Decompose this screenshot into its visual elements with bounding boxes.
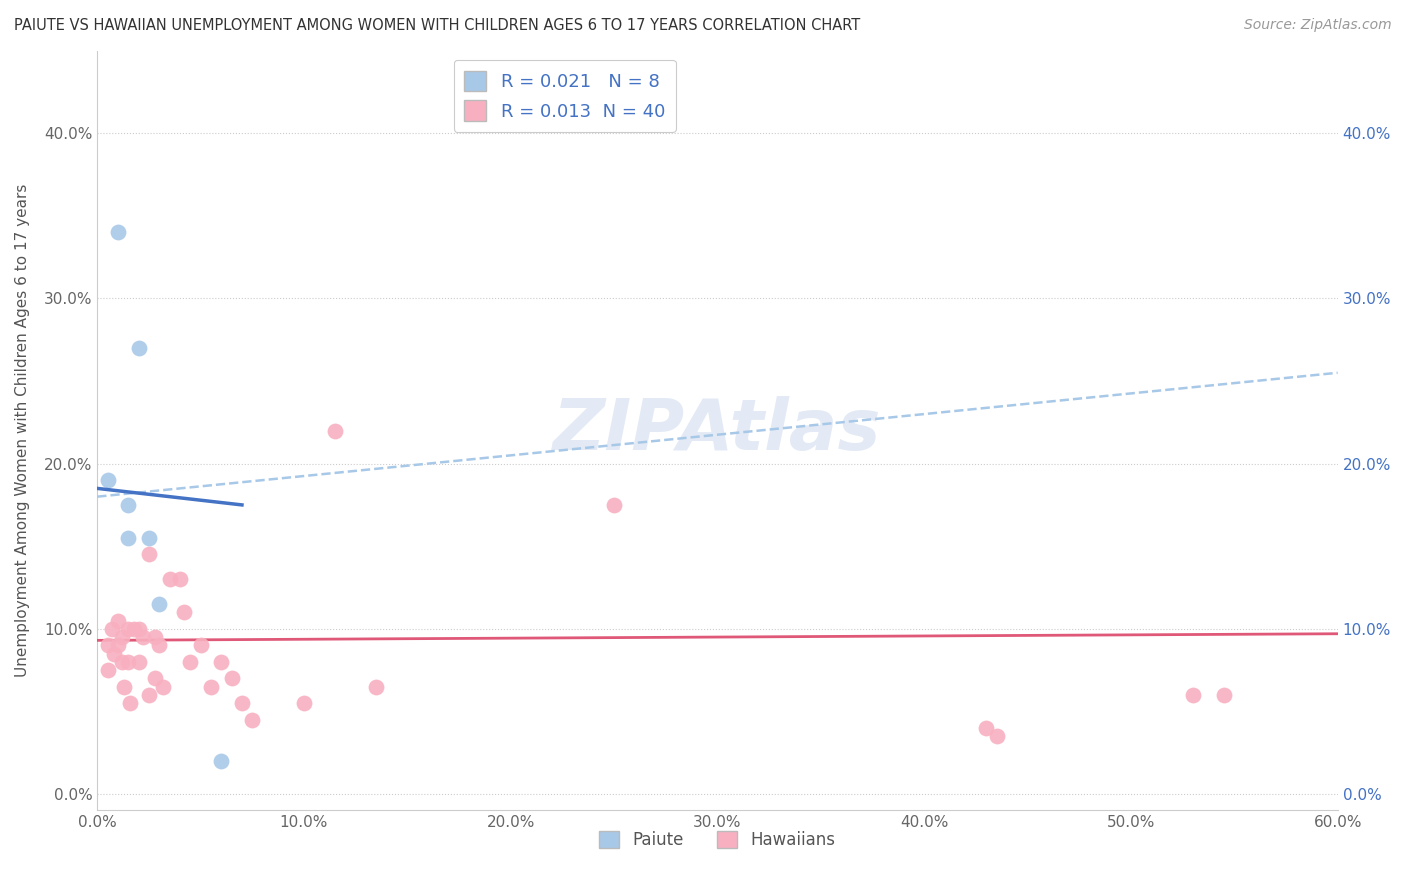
Point — [292, 696, 315, 710]
Point — [138, 548, 160, 562]
Point — [128, 341, 150, 355]
Legend: Paiute, Hawaiians: Paiute, Hawaiians — [592, 824, 842, 855]
Point — [169, 572, 191, 586]
Point — [179, 655, 201, 669]
Point — [143, 630, 166, 644]
Point — [111, 655, 134, 669]
Point — [120, 696, 142, 710]
Point — [1181, 688, 1204, 702]
Point — [138, 531, 160, 545]
Point — [128, 622, 150, 636]
Text: ZIPAtlas: ZIPAtlas — [553, 396, 882, 465]
Point — [148, 597, 170, 611]
Point — [366, 680, 388, 694]
Point — [100, 622, 122, 636]
Y-axis label: Unemployment Among Women with Children Ages 6 to 17 years: Unemployment Among Women with Children A… — [15, 184, 30, 677]
Point — [138, 688, 160, 702]
Point — [190, 638, 212, 652]
Point — [111, 630, 134, 644]
Point — [159, 572, 181, 586]
Point — [97, 473, 120, 487]
Point — [107, 226, 129, 240]
Point — [117, 531, 139, 545]
Point — [117, 655, 139, 669]
Point — [112, 680, 135, 694]
Point — [148, 638, 170, 652]
Point — [209, 655, 232, 669]
Point — [103, 647, 125, 661]
Point — [221, 671, 243, 685]
Point — [240, 713, 263, 727]
Point — [1213, 688, 1236, 702]
Point — [200, 680, 222, 694]
Point — [231, 696, 253, 710]
Point — [107, 638, 129, 652]
Point — [128, 655, 150, 669]
Point — [143, 671, 166, 685]
Text: PAIUTE VS HAWAIIAN UNEMPLOYMENT AMONG WOMEN WITH CHILDREN AGES 6 TO 17 YEARS COR: PAIUTE VS HAWAIIAN UNEMPLOYMENT AMONG WO… — [14, 18, 860, 33]
Point — [986, 729, 1008, 743]
Point — [974, 721, 997, 735]
Point — [124, 622, 146, 636]
Text: Source: ZipAtlas.com: Source: ZipAtlas.com — [1244, 18, 1392, 32]
Point — [97, 638, 120, 652]
Point — [97, 663, 120, 677]
Point — [132, 630, 155, 644]
Point — [107, 614, 129, 628]
Point — [323, 424, 346, 438]
Point — [117, 498, 139, 512]
Point — [117, 622, 139, 636]
Point — [173, 605, 195, 619]
Point — [603, 498, 626, 512]
Point — [152, 680, 174, 694]
Point — [209, 754, 232, 768]
